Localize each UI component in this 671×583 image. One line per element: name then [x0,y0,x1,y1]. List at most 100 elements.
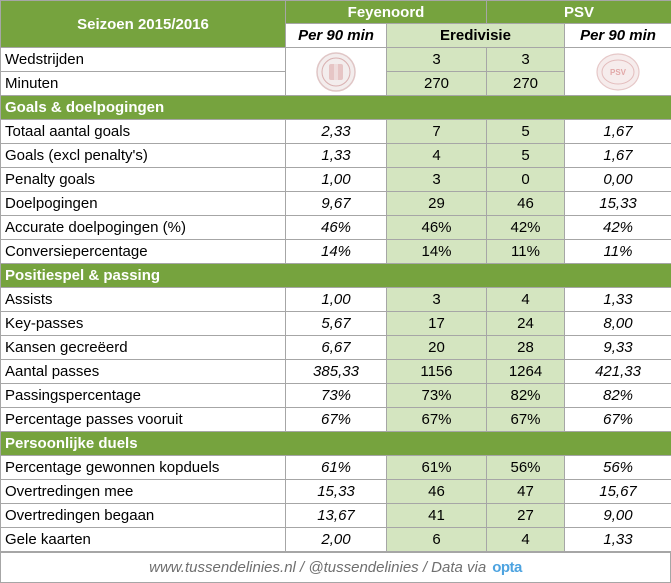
away-value: 5 [487,120,565,144]
home-per90-value: 15,33 [286,480,387,504]
home-per90-value: 1,00 [286,168,387,192]
home-value: 46 [387,480,487,504]
away-value: 4 [487,288,565,312]
away-value: 27 [487,504,565,528]
row-label: Gele kaarten [1,528,286,552]
footer: www.tussendelinies.nl / @tussendelinies … [0,552,671,583]
away-per90-value: 421,33 [565,360,671,384]
home-per90-value: 5,67 [286,312,387,336]
home-value: 61% [387,456,487,480]
row-label: Totaal aantal goals [1,120,286,144]
away-logo-cell: PSV [565,48,671,96]
home-per90-value: 2,33 [286,120,387,144]
home-value: 20 [387,336,487,360]
away-per90-value: 1,33 [565,288,671,312]
home-per90-value: 67% [286,408,387,432]
home-value: 6 [387,528,487,552]
home-value: 3 [387,48,487,72]
row-label: Overtredingen begaan [1,504,286,528]
home-value: 67% [387,408,487,432]
away-per90-value: 15,33 [565,192,671,216]
away-per90-value: 67% [565,408,671,432]
home-per90-value: 6,67 [286,336,387,360]
sub-home-per90: Per 90 min [286,24,387,48]
section-title: Persoonlijke duels [1,432,671,456]
feyenoord-logo-icon [315,51,357,93]
home-value: 1156 [387,360,487,384]
away-per90-value: 1,67 [565,144,671,168]
home-per90-value: 2,00 [286,528,387,552]
team-home-header: Feyenoord [286,1,487,24]
section-title: Positiespel & passing [1,264,671,288]
home-value: 41 [387,504,487,528]
row-label: Assists [1,288,286,312]
sub-eredivisie: Eredivisie [387,24,565,48]
away-value: 0 [487,168,565,192]
home-per90-value: 46% [286,216,387,240]
home-value: 73% [387,384,487,408]
section-header-row: Goals & doelpogingen [1,96,671,120]
away-value: 28 [487,336,565,360]
away-per90-value: 42% [565,216,671,240]
row-label: Penalty goals [1,168,286,192]
row-label: Passingspercentage [1,384,286,408]
footer-text: www.tussendelinies.nl / @tussendelinies … [149,559,486,576]
away-per90-value: 11% [565,240,671,264]
home-value: 17 [387,312,487,336]
row-label: Overtredingen mee [1,480,286,504]
home-per90-value: 385,33 [286,360,387,384]
row-label: Wedstrijden [1,48,286,72]
away-value: 270 [487,72,565,96]
away-per90-value: 82% [565,384,671,408]
away-value: 1264 [487,360,565,384]
psv-logo-text: PSV [610,68,627,77]
away-value: 3 [487,48,565,72]
general-row: Wedstrijden 3 3 P [1,48,671,72]
row-label: Key-passes [1,312,286,336]
home-per90-value: 9,67 [286,192,387,216]
away-value: 67% [487,408,565,432]
row-label: Conversiepercentage [1,240,286,264]
away-per90-value: 0,00 [565,168,671,192]
away-value: 56% [487,456,565,480]
home-per90-value: 14% [286,240,387,264]
home-value: 14% [387,240,487,264]
team-away-header: PSV [487,1,671,24]
away-per90-value: 9,00 [565,504,671,528]
away-per90-value: 9,33 [565,336,671,360]
away-per90-value: 1,33 [565,528,671,552]
sub-away-per90: Per 90 min [565,24,671,48]
home-value: 46% [387,216,487,240]
row-label: Accurate doelpogingen (%) [1,216,286,240]
home-per90-value: 61% [286,456,387,480]
home-logo-cell [286,48,387,96]
away-value: 47 [487,480,565,504]
row-label: Aantal passes [1,360,286,384]
home-value: 4 [387,144,487,168]
row-label: Doelpogingen [1,192,286,216]
table-row: Accurate doelpogingen (%)46%46%42%42% [1,216,671,240]
stats-table: Seizoen 2015/2016 Feyenoord PSV Per 90 m… [0,0,671,552]
home-per90-value: 1,00 [286,288,387,312]
away-per90-value: 15,67 [565,480,671,504]
opta-logo-icon: opta [492,559,522,576]
row-label: Goals (excl penalty's) [1,144,286,168]
header-row-teams: Seizoen 2015/2016 Feyenoord PSV [1,1,671,24]
away-per90-value: 56% [565,456,671,480]
row-label: Percentage passes vooruit [1,408,286,432]
away-per90-value: 1,67 [565,120,671,144]
home-value: 3 [387,288,487,312]
away-value: 5 [487,144,565,168]
home-per90-value: 73% [286,384,387,408]
